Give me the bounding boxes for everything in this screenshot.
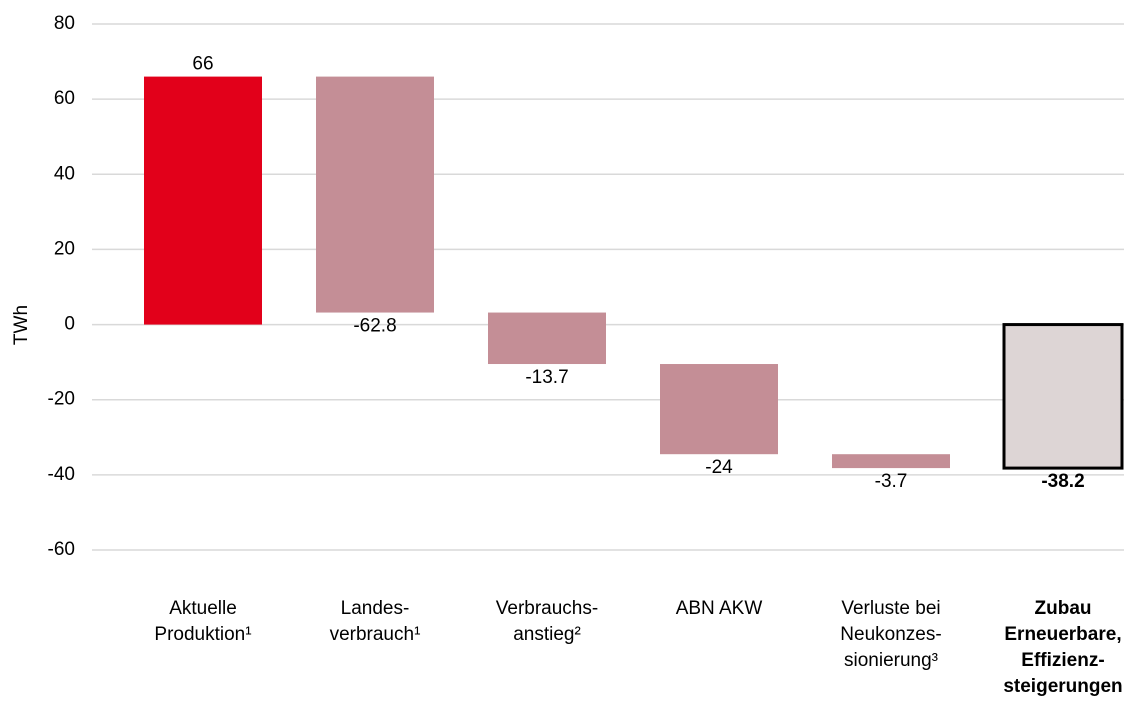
bar	[660, 364, 778, 455]
y-tick-label: 60	[54, 88, 75, 109]
x-tick-label: anstieg²	[513, 624, 581, 645]
x-tick-label: Neukonzes-	[840, 624, 941, 645]
y-tick-label: -20	[48, 389, 75, 410]
y-axis-label: TWh	[11, 305, 32, 345]
x-tick-label: Verluste bei	[841, 598, 940, 619]
x-tick-label: Aktuelle	[169, 598, 237, 619]
x-tick-label: Verbrauchs-	[496, 598, 598, 619]
x-tick-label: sionierung³	[844, 650, 938, 671]
y-tick-label: 80	[54, 13, 75, 34]
x-tick-label: Zubau	[1035, 598, 1092, 619]
data-label: 66	[192, 54, 213, 75]
x-tick-label: Produktion¹	[154, 624, 251, 645]
data-label: -3.7	[875, 471, 908, 492]
x-tick-label: ABN AKW	[676, 598, 763, 619]
x-tick-label: steigerungen	[1003, 676, 1122, 697]
x-tick-label: Landes-	[341, 598, 410, 619]
x-tick-label: verbrauch¹	[330, 624, 421, 645]
bar	[1002, 323, 1124, 470]
x-tick-label: Effizienz-	[1021, 650, 1104, 671]
data-label: -24	[705, 457, 733, 478]
bar	[832, 454, 950, 469]
bar	[144, 76, 262, 325]
data-label: -62.8	[353, 316, 396, 337]
data-label: -13.7	[525, 367, 568, 388]
data-label: -38.2	[1041, 471, 1084, 492]
y-tick-label: -40	[48, 464, 75, 485]
y-tick-label: 40	[54, 163, 75, 184]
y-tick-label: -60	[48, 539, 75, 560]
y-tick-label: 20	[54, 238, 75, 259]
bar	[488, 312, 606, 365]
y-tick-label: 0	[64, 314, 75, 335]
bar	[316, 76, 434, 313]
x-tick-label: Erneuerbare,	[1004, 624, 1121, 645]
